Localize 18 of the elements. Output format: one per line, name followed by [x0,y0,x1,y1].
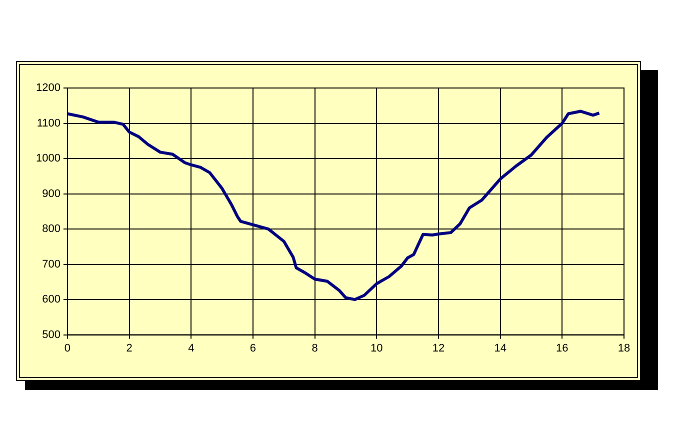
y-tick-label: 1000 [36,152,60,165]
x-tick-label: 2 [126,342,132,354]
x-tick-label: 4 [188,342,194,354]
x-tick-label: 12 [432,342,445,354]
y-tick-label: 800 [42,223,60,236]
y-tick-label: 700 [42,258,60,270]
y-tick-label: 1100 [36,117,60,130]
x-tick-label: 16 [556,342,568,354]
x-tick-label: 10 [370,342,383,354]
x-tick-label: 6 [250,342,256,354]
y-tick-label: 500 [42,328,60,341]
x-tick-label: 8 [312,342,318,354]
y-tick-label: 600 [42,294,60,306]
y-tick-label: 1200 [36,82,60,94]
y-tick-label: 900 [42,188,60,200]
x-tick-label: 18 [618,342,630,354]
x-tick-label: 0 [64,342,71,354]
x-tick-label: 14 [494,342,506,354]
